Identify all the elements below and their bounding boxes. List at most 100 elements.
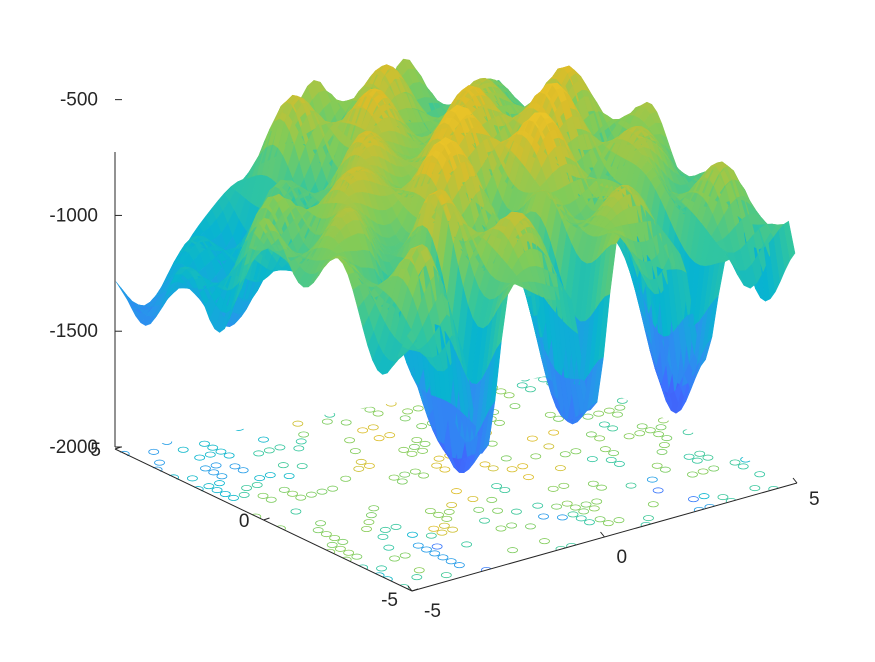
contour-ring: [293, 445, 305, 452]
contour-ring: [418, 472, 429, 479]
contour-ring: [343, 549, 355, 556]
contour-ring: [324, 411, 336, 418]
contour-ring: [511, 508, 522, 515]
contour-ring: [329, 535, 341, 542]
contour-ring: [351, 553, 363, 560]
contour-ring: [364, 406, 376, 413]
contour-ring: [320, 531, 332, 538]
contour-ring: [652, 487, 664, 494]
contour-ring: [594, 435, 606, 442]
tick-mark: [600, 531, 605, 538]
surface-patch: [783, 220, 796, 261]
contour-ring: [390, 523, 402, 530]
contour-ring: [229, 463, 241, 470]
contour-ring: [656, 448, 668, 455]
contour-ring: [582, 413, 594, 420]
contour-ring: [207, 444, 219, 451]
contour-ring: [543, 443, 555, 450]
contour-ring: [199, 440, 210, 447]
contour-ring: [361, 526, 372, 533]
contour-ring: [570, 448, 582, 455]
contour-ring: [532, 502, 544, 509]
contour-ring: [516, 382, 528, 389]
contour-ring: [526, 435, 538, 442]
contour-ring: [210, 462, 222, 469]
contour-ring: [431, 543, 443, 550]
contour-ring: [584, 519, 595, 526]
contour-ring: [368, 505, 380, 512]
contour-ring: [749, 485, 761, 492]
contour-ring: [310, 396, 322, 403]
contour-ring: [219, 490, 231, 497]
contour-ring: [659, 441, 670, 448]
contour-ring: [646, 476, 658, 483]
contour-ring: [344, 437, 355, 444]
contour-ring: [651, 462, 663, 469]
contour-ring: [702, 454, 714, 461]
contour-ring: [163, 431, 175, 438]
x-tick-label: 0: [617, 547, 628, 568]
contour-ring: [555, 465, 566, 472]
contour-ring: [487, 465, 499, 472]
contour-ring: [623, 433, 635, 440]
contour-ring: [277, 462, 289, 469]
contour-ring: [413, 567, 425, 574]
contour-ring: [594, 516, 606, 523]
contour-ring: [441, 515, 453, 522]
contour-ring: [177, 446, 189, 453]
contour-ring: [479, 517, 490, 524]
contour-ring: [558, 482, 570, 489]
contour-ring: [365, 512, 377, 519]
contour-ring: [203, 483, 215, 490]
contour-ring: [411, 574, 423, 581]
contour-ring: [507, 547, 518, 554]
contour-ring: [446, 501, 458, 508]
contour-ring: [237, 467, 249, 474]
contour-ring: [510, 347, 520, 352]
contour-ring: [327, 485, 339, 492]
contour-ring: [575, 515, 587, 522]
contour-ring: [544, 411, 556, 418]
contour-ring: [298, 431, 310, 438]
contour-ring: [548, 429, 560, 436]
contour-ring: [390, 386, 402, 393]
ticks: -500 -1000 -1500 -2000 -5 0 5 -5 0 5: [49, 90, 819, 622]
contour-ring: [251, 481, 263, 488]
contour-ring: [315, 520, 326, 527]
contour-ring: [708, 465, 720, 472]
contour-ring: [500, 455, 512, 462]
contour-ring: [290, 508, 302, 515]
contour-ring: [428, 525, 440, 532]
contour-ring: [443, 508, 455, 515]
contour-ring: [316, 407, 327, 414]
contour-ring: [399, 552, 411, 559]
contour-ring: [263, 447, 275, 454]
contour-ring: [506, 466, 518, 473]
contour-ring: [506, 522, 518, 529]
contour-ring: [445, 558, 457, 565]
contour-ring: [436, 529, 448, 536]
contour-ring: [509, 403, 521, 410]
contour-ring: [409, 468, 421, 475]
contour-ring: [326, 404, 338, 411]
contour-ring: [754, 471, 766, 478]
contour-ring: [154, 459, 165, 466]
contour-ring: [411, 436, 423, 443]
contour-ring: [384, 432, 396, 439]
contour-ring: [399, 415, 411, 422]
contour-ring: [408, 443, 420, 450]
contour-ring: [257, 492, 269, 499]
contour-ring: [326, 541, 338, 548]
contour-ring: [643, 515, 654, 522]
contour-ring: [364, 462, 375, 469]
contour-ring: [603, 407, 615, 414]
x-tick-label: -5: [424, 601, 441, 622]
contour-ring: [238, 491, 250, 498]
z-tick-label: -1500: [49, 321, 98, 342]
contour-ring: [447, 526, 459, 533]
contour-ring: [292, 420, 304, 427]
contour-ring: [612, 411, 623, 418]
contour-ring: [659, 466, 671, 473]
